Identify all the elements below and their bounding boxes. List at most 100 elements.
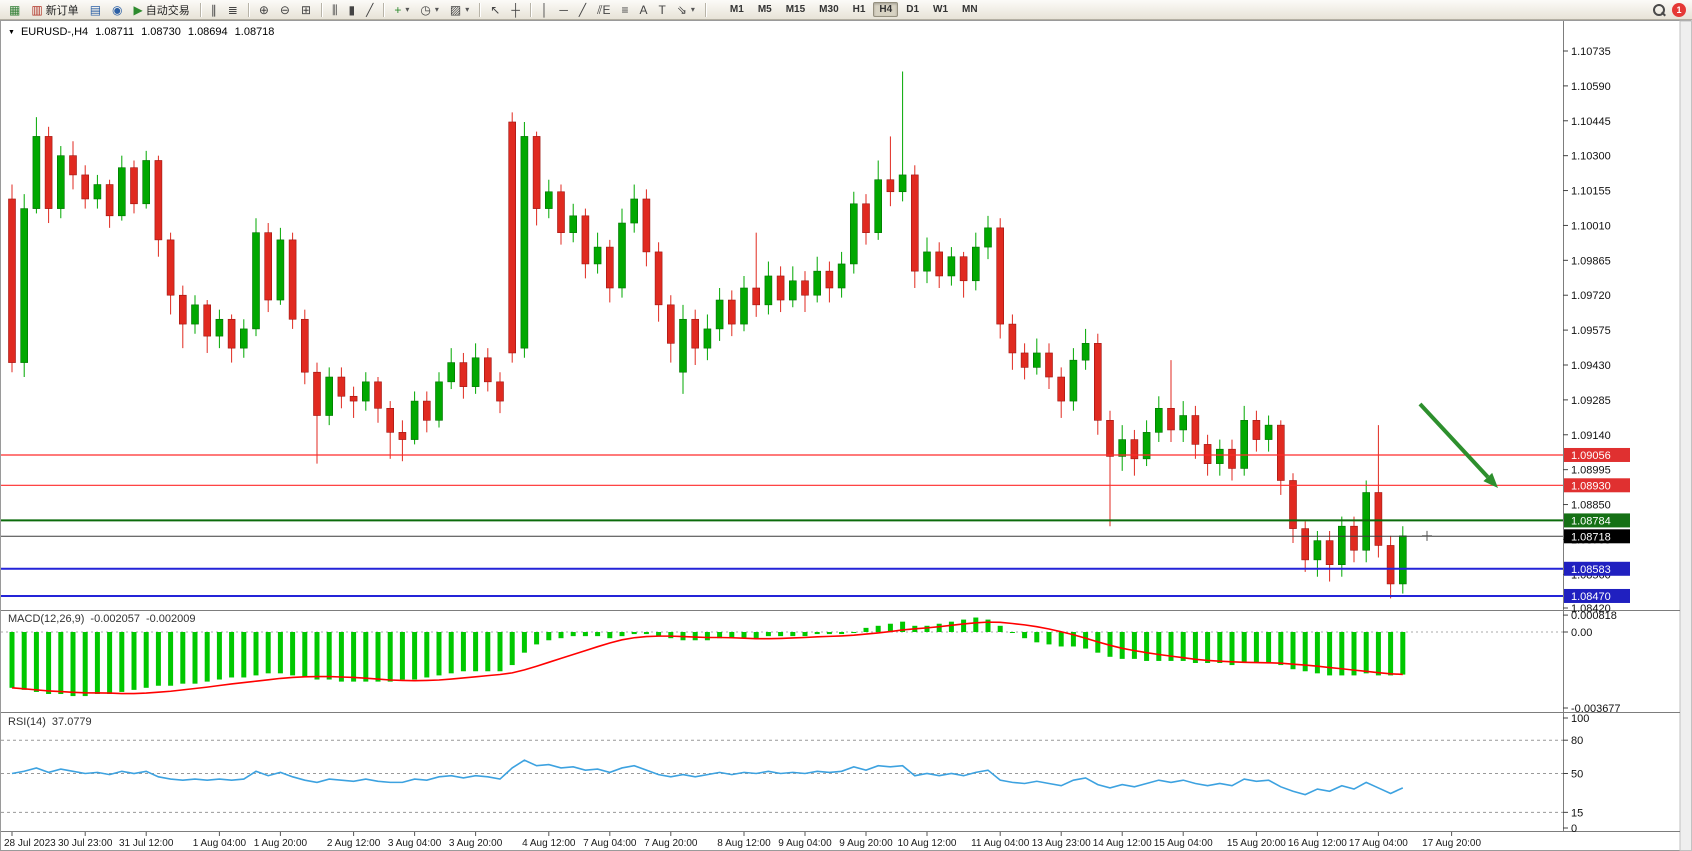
toolbar-separator — [704, 2, 706, 17]
candlesticks — [8, 71, 1407, 599]
templates-button[interactable]: ▨ ▾ — [445, 0, 474, 19]
horizontal-line-button[interactable]: ─ — [554, 0, 573, 19]
arrow-annotation[interactable] — [1418, 402, 1498, 488]
macd-tick-label: 0.00 — [1571, 627, 1592, 639]
time-axis[interactable]: 28 Jul 2023 30 Jul 23:00 31 Jul 12:00 1 Aug… — [4, 832, 1482, 849]
bar-chart-button[interactable]: ⫼ — [327, 0, 343, 19]
scrollbar[interactable] — [1679, 20, 1692, 851]
time-tick-label: 4 Aug 12:00 — [522, 838, 576, 849]
indicators-button[interactable]: + ▾ — [389, 0, 414, 19]
line-chart-button[interactable]: ╱ — [361, 0, 378, 19]
auto-scroll-button[interactable]: ≣ — [223, 0, 243, 19]
candle — [752, 287, 761, 306]
tile-windows-button[interactable]: ⊞ — [296, 0, 316, 19]
candle — [496, 381, 504, 402]
time-tick-label: 9 Aug 04:00 — [778, 838, 832, 849]
timeframe-m15-button[interactable]: M15 — [785, 4, 806, 15]
candle — [947, 256, 956, 277]
timeframe-m5-button[interactable]: M5 — [757, 4, 772, 15]
cursor-icon: ↖ — [490, 2, 501, 17]
candle — [166, 239, 175, 296]
macd-axis[interactable]: 0.000818 0.00 -0.003677 — [1563, 610, 1621, 715]
price-tick-label: 1.08850 — [1571, 500, 1611, 512]
rsi-axis[interactable]: 100 80 50 15 0 — [1563, 713, 1589, 835]
timeframe-m30-button[interactable]: M30 — [819, 4, 839, 15]
periods-button[interactable]: ◷ ▾ — [415, 0, 444, 19]
toolbar: ▦ ▥ 新订单 ▤ ◉ ▶ 自动交易 ∥ ≣ ⊕ ⊖ ⊞ ⫼ ▮ ╱ + ▾ ◷ ▾ ▨ ▾ ↖ ┼ │ ─ ╱ ⫽E ≡ A T ⇘ ▾ M… — [0, 0, 1692, 20]
search-icon[interactable] — [1652, 3, 1666, 17]
candle — [1399, 535, 1407, 585]
toolbar-separator — [529, 2, 531, 17]
candle — [252, 232, 260, 330]
timeframe-h1-button[interactable]: H1 — [852, 4, 866, 15]
candlestick-chart-icon: ▮ — [348, 2, 356, 17]
chart-shift-button[interactable]: ∥ — [206, 0, 222, 19]
text-button[interactable]: A — [634, 0, 652, 19]
market-watch-button[interactable]: ◉ — [107, 0, 127, 19]
candle — [1069, 359, 1078, 402]
equidistant-channel-button[interactable]: ⫽E — [592, 0, 615, 19]
time-tick-label: 15 Aug 04:00 — [1154, 838, 1213, 849]
fibonacci-button[interactable]: ≡ — [616, 0, 633, 19]
candle — [1033, 352, 1041, 368]
macd-histogram — [9, 617, 1406, 697]
chevron-down-icon: ▾ — [690, 5, 695, 14]
new-order-button[interactable]: ▥ 新订单 — [26, 0, 83, 19]
vertical-line-button[interactable]: │ — [536, 0, 554, 19]
macd-label: MACD(12,26,9) -0.002057 -0.002009 — [8, 613, 196, 625]
candle — [1374, 492, 1383, 546]
candle — [557, 191, 565, 233]
candle — [422, 400, 431, 421]
time-tick-label: 11 Aug 04:00 — [971, 838, 1030, 849]
candle — [910, 174, 919, 272]
time-tick-label: 14 Aug 12:00 — [1093, 838, 1152, 849]
candle — [874, 179, 883, 233]
print-button[interactable]: ▤ — [85, 0, 106, 19]
trendline-button[interactable]: ╱ — [574, 0, 591, 19]
macd-indicator-name: MACD(12,26,9) — [8, 613, 85, 625]
price-tick-label: 1.08420 — [1571, 603, 1611, 615]
notification-badge[interactable]: 1 — [1672, 2, 1686, 17]
time-tick-label: 30 Jul 23:00 — [58, 838, 113, 849]
candle — [996, 227, 1005, 325]
chart-collapse-icon[interactable]: ▼ — [8, 28, 15, 36]
timeframe-w1-button[interactable]: W1 — [933, 4, 949, 15]
candle — [471, 357, 480, 387]
arrows-button[interactable]: ⇘ ▾ — [672, 0, 700, 19]
price-badge-label: 1.08583 — [1571, 564, 1611, 576]
candle — [630, 198, 639, 224]
text-label-button[interactable]: T — [653, 0, 670, 19]
timeframe-d1-button[interactable]: D1 — [906, 4, 920, 15]
market-watch-icon: ◉ — [112, 2, 123, 17]
zoom-in-button[interactable]: ⊕ — [254, 0, 274, 19]
candle — [32, 136, 41, 209]
timeframe-m1-button[interactable]: M1 — [729, 4, 744, 15]
toolbar-separator — [247, 2, 249, 17]
candle — [154, 160, 163, 241]
auto-trading-button-label: 自动交易 — [145, 4, 190, 17]
price-tick-label: 1.09720 — [1571, 290, 1611, 302]
toolbar-separator — [199, 2, 201, 17]
chart-high-value: 1.08730 — [141, 26, 181, 38]
crosshair-button[interactable]: ┼ — [506, 0, 525, 19]
macd-main-value: -0.002057 — [90, 613, 140, 625]
candle — [1301, 528, 1309, 561]
price-tick-label: 1.09430 — [1571, 360, 1611, 372]
candle — [593, 246, 602, 265]
timeframe-h4-button[interactable]: H4 — [873, 2, 899, 17]
rsi-tick-label: 80 — [1571, 735, 1583, 747]
timeframe-mn-button[interactable]: MN — [962, 4, 978, 15]
new-chart-button[interactable]: ▦ — [4, 0, 25, 19]
candle — [703, 328, 712, 349]
zoom-out-button[interactable]: ⊖ — [275, 0, 295, 19]
candle — [313, 371, 321, 416]
cursor-button[interactable]: ↖ — [485, 0, 505, 19]
candlestick-chart-button[interactable]: ▮ — [344, 0, 361, 19]
candle — [276, 239, 285, 301]
candle — [1228, 448, 1236, 469]
time-tick-label: 17 Aug 04:00 — [1349, 838, 1408, 849]
auto-trading-button[interactable]: ▶ 自动交易 — [129, 0, 195, 19]
zoom-in-icon: ⊕ — [258, 2, 269, 17]
chart-open-value: 1.08711 — [95, 26, 135, 38]
